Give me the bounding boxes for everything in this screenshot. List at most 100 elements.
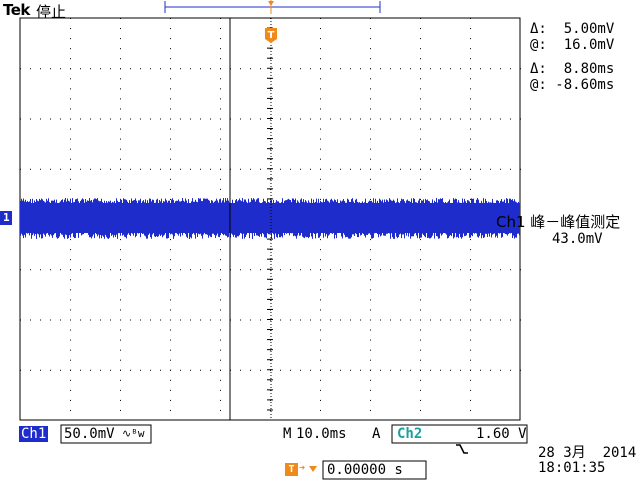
trigger-position-icon: T: [285, 463, 298, 476]
grid-dot: [380, 168, 381, 170]
grid-dot: [320, 259, 321, 261]
grid-dot: [320, 319, 321, 321]
grid-dot: [150, 168, 151, 170]
grid-dot: [120, 158, 121, 160]
grid-dot: [520, 68, 521, 70]
grid-dot: [170, 339, 171, 341]
grid-dot: [490, 369, 491, 371]
grid-dot: [400, 269, 401, 271]
grid-dot: [220, 98, 221, 100]
grid-dot: [330, 118, 331, 120]
grid-dot: [200, 369, 201, 371]
grid-dot: [70, 299, 71, 301]
grid-dot: [120, 319, 121, 321]
grid-dot: [250, 168, 251, 170]
grid-dot: [370, 409, 371, 411]
grid-dot: [170, 269, 171, 271]
grid-dot: [280, 369, 281, 371]
grid-dot: [70, 148, 71, 150]
grid-dot: [370, 389, 371, 391]
grid-dot: [510, 319, 511, 321]
grid-dot: [470, 18, 471, 19]
grid-dot: [370, 18, 371, 19]
grid-dot: [320, 108, 321, 110]
grid-dot: [120, 299, 121, 301]
grid-dot: [120, 108, 121, 110]
grid-dot: [350, 118, 351, 120]
grid-dot: [340, 319, 341, 321]
grid-dot: [70, 249, 71, 251]
grid-dot: [160, 319, 161, 321]
grid-dot: [90, 68, 91, 70]
grid-dot: [170, 48, 171, 50]
grid-dot: [450, 369, 451, 371]
grid-dot: [340, 118, 341, 120]
grid-dot: [370, 359, 371, 361]
grid-dot: [370, 379, 371, 381]
grid-dot: [200, 319, 201, 321]
grid-dot: [130, 319, 131, 321]
grid-dot: [320, 198, 321, 200]
grid-dot: [490, 168, 491, 170]
grid-dot: [440, 118, 441, 120]
grid-dot: [320, 409, 321, 411]
grid-dot: [500, 369, 501, 371]
grid-dot: [410, 319, 411, 321]
grid-dot: [330, 168, 331, 170]
grid-dot: [220, 58, 221, 60]
grid-dot: [470, 319, 471, 321]
grid-dot: [240, 68, 241, 70]
grid-dot: [470, 98, 471, 100]
grid-dot: [470, 389, 471, 391]
voltage-cursor-position: @: 16.0mV: [530, 37, 615, 53]
grid-dot: [370, 399, 371, 401]
grid-dot: [470, 379, 471, 381]
grid-dot: [470, 369, 471, 371]
grid-dot: [370, 269, 371, 271]
grid-dot: [170, 379, 171, 381]
grid-dot: [120, 28, 121, 30]
grid-dot: [420, 18, 421, 19]
grid-dot: [120, 78, 121, 80]
grid-dot: [70, 309, 71, 311]
grid-dot: [70, 108, 71, 110]
grid-dot: [120, 339, 121, 341]
grid-dot: [130, 369, 131, 371]
grid-dot: [340, 369, 341, 371]
grid-dot: [50, 369, 51, 371]
grid-dot: [70, 178, 71, 180]
grid-dot: [110, 118, 111, 120]
grid-dot: [60, 269, 61, 271]
grid-dot: [20, 269, 21, 271]
grid-dot: [300, 269, 301, 271]
grid-dot: [420, 399, 421, 401]
grid-dot: [60, 369, 61, 371]
grid-dot: [240, 319, 241, 321]
grid-dot: [220, 158, 221, 160]
grid-dot: [20, 118, 21, 120]
grid-dot: [260, 319, 261, 321]
grid-dot: [370, 249, 371, 251]
record-position-bar[interactable]: [164, 0, 381, 14]
grid-dot: [300, 118, 301, 120]
ch1-ground-marker[interactable]: 1: [0, 211, 12, 225]
trigger-marker[interactable]: T: [265, 28, 277, 43]
grid-dot: [110, 269, 111, 271]
grid-dot: [320, 38, 321, 40]
grid-dot: [320, 48, 321, 50]
grid-dot: [420, 409, 421, 411]
grid-dot: [70, 28, 71, 30]
grid-dot: [120, 279, 121, 281]
grid-dot: [220, 128, 221, 130]
grid-dot: [70, 68, 71, 70]
grid-dot: [40, 68, 41, 70]
grid-dot: [470, 168, 471, 170]
grid-dot: [220, 329, 221, 331]
grid-dot: [220, 259, 221, 261]
ch1-channel-tag[interactable]: Ch1: [19, 426, 49, 442]
grid-dot: [170, 138, 171, 140]
grid-dot: [470, 28, 471, 30]
grid-dot: [80, 369, 81, 371]
grid-dot: [360, 319, 361, 321]
grid-dot: [470, 58, 471, 60]
